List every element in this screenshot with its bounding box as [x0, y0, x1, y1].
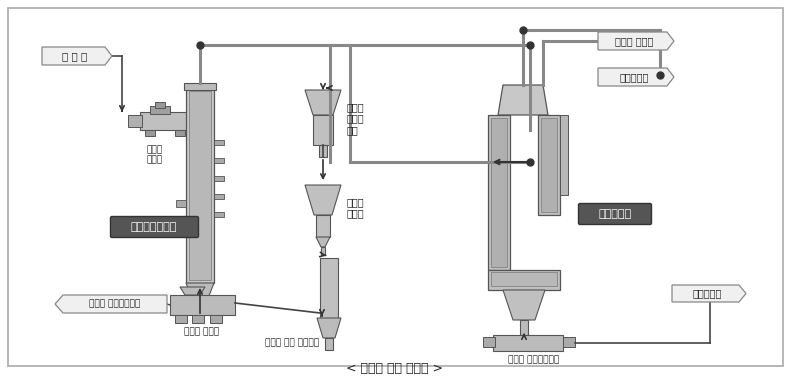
Bar [316, 215, 330, 237]
Bar [541, 118, 557, 212]
Bar [563, 337, 575, 347]
Polygon shape [305, 90, 341, 115]
Polygon shape [598, 68, 674, 86]
Bar [319, 145, 327, 157]
Polygon shape [305, 185, 341, 215]
Bar [538, 115, 560, 215]
Text: 유동사
저장조: 유동사 저장조 [347, 197, 365, 218]
Bar [483, 337, 495, 347]
Polygon shape [503, 290, 545, 320]
Bar [184, 83, 216, 90]
Text: 슬래그배출: 슬래그배출 [692, 288, 721, 298]
Bar [321, 247, 325, 255]
FancyBboxPatch shape [111, 217, 199, 237]
Text: 불연물 분쇄물: 불연물 분쇄물 [615, 36, 653, 46]
Bar [488, 115, 510, 270]
Polygon shape [317, 318, 341, 338]
Bar [210, 315, 222, 323]
Bar [491, 272, 557, 286]
Bar [214, 212, 224, 217]
Text: 불연물 이송컨베이어: 불연물 이송컨베이어 [89, 300, 141, 308]
Bar [155, 102, 165, 108]
Bar [214, 140, 224, 145]
Text: 폐 기 물: 폐 기 물 [62, 51, 88, 61]
Bar [150, 106, 170, 114]
Bar [320, 258, 338, 318]
FancyBboxPatch shape [578, 204, 652, 225]
Bar [313, 115, 333, 145]
Polygon shape [42, 47, 112, 65]
Bar [186, 88, 214, 283]
Polygon shape [186, 283, 214, 301]
Bar [488, 270, 560, 290]
Bar [214, 194, 224, 199]
Text: 유동상열분해로: 유동상열분해로 [131, 222, 177, 232]
Bar [176, 200, 186, 207]
Polygon shape [55, 295, 167, 313]
Bar [214, 176, 224, 181]
Bar [140, 112, 195, 130]
Bar [192, 315, 204, 323]
Bar [196, 301, 204, 316]
Text: 염기도
안정화
탱크: 염기도 안정화 탱크 [347, 102, 365, 135]
Bar [560, 115, 568, 195]
Text: 유동사 분리기: 유동사 분리기 [184, 327, 220, 336]
Polygon shape [316, 237, 330, 247]
Bar [214, 158, 224, 163]
Bar [491, 118, 507, 267]
Bar [195, 116, 205, 126]
Polygon shape [180, 287, 205, 295]
Polygon shape [672, 285, 746, 302]
Bar [175, 315, 187, 323]
Bar [145, 130, 155, 136]
Text: 폐열보일러: 폐열보일러 [619, 72, 649, 82]
Bar [493, 335, 563, 351]
Text: 유동사 순환 컨베이어: 유동사 순환 컨베이어 [265, 338, 319, 347]
Bar [325, 338, 333, 350]
Text: 슬래그 급랭컨베이어: 슬래그 급랭컨베이어 [508, 355, 559, 364]
Text: 폐기물
공급기: 폐기물 공급기 [147, 145, 163, 164]
Text: < 페기물 처리 계통도 >: < 페기물 처리 계통도 > [346, 361, 444, 374]
Bar [170, 295, 235, 315]
Bar [175, 130, 185, 136]
Polygon shape [498, 85, 548, 115]
Bar [189, 91, 211, 280]
Bar [520, 320, 528, 335]
Text: 선회용융로: 선회용융로 [599, 209, 631, 219]
Bar [128, 115, 142, 127]
Polygon shape [598, 32, 674, 50]
